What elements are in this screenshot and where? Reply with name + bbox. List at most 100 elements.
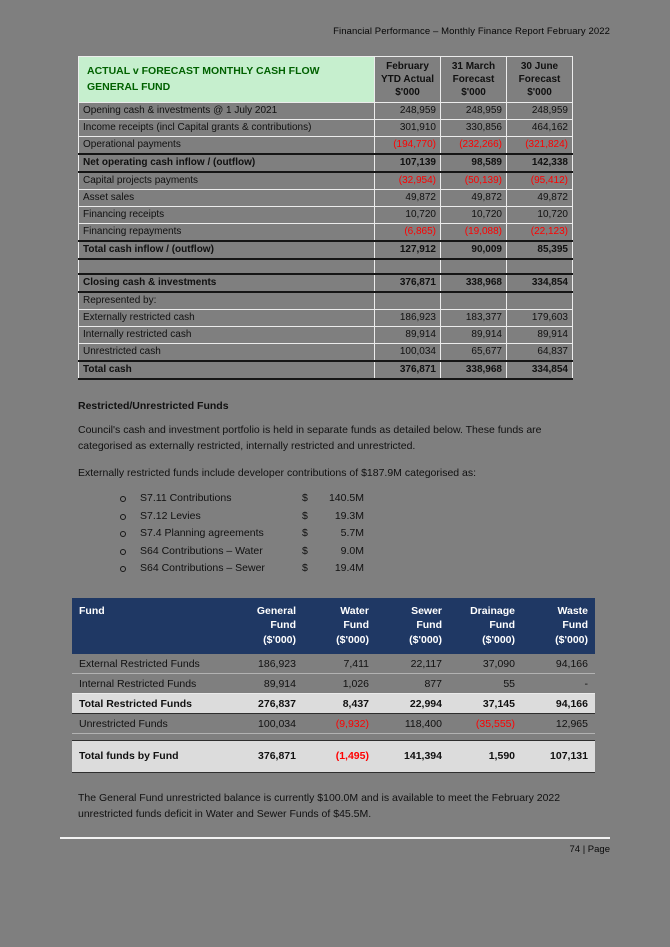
value-cell	[374, 291, 441, 310]
restricted-funds-paragraph: Council's cash and investment portfolio …	[78, 424, 542, 452]
value-cell: 85,395	[506, 240, 573, 260]
row-label: Represented by:	[78, 291, 375, 310]
value-cell: 98,589	[440, 153, 507, 173]
row-label: Capital projects payments	[78, 171, 375, 190]
bullet-item: S7.4 Planning agreements $5.7M	[120, 525, 610, 543]
value-cell: 107,131	[522, 739, 595, 773]
row-label: Income receipts (incl Capital grants & c…	[78, 119, 375, 137]
value-cell: 183,377	[440, 309, 507, 327]
funds-row: Unrestricted Funds 100,034 (9,932) 118,400(…	[72, 713, 595, 734]
value-cell: 276,837	[230, 692, 303, 714]
bullet-item: S7.11 Contributions $140.5M	[120, 490, 610, 508]
bullet-item: S64 Contributions – Sewer $19.4M	[120, 560, 610, 578]
value-cell: 338,968	[440, 273, 507, 293]
value-cell: 186,923	[374, 309, 441, 327]
bullet-value: $140.5M	[302, 492, 364, 505]
value-cell: 94,166	[522, 692, 595, 714]
value-cell: 65,677	[440, 343, 507, 362]
value-cell: 100,034	[230, 713, 303, 734]
cashflow-row: Represented by:	[78, 291, 573, 310]
value-cell: 179,603	[506, 309, 573, 327]
value-cell: 248,959	[374, 102, 441, 120]
value-cell: 12,965	[522, 713, 595, 734]
value-cell	[506, 291, 573, 310]
footer-divider	[60, 837, 610, 840]
row-label: Asset sales	[78, 189, 375, 207]
value-cell: (35,555)	[449, 713, 522, 734]
document-header-title: Financial Performance – Monthly Finance …	[333, 26, 610, 37]
value-cell	[374, 258, 441, 275]
cashflow-row: Opening cash & investments @ 1 July 2021…	[78, 102, 573, 120]
value-cell: 90,009	[440, 240, 507, 260]
cashflow-row: Income receipts (incl Capital grants & c…	[78, 119, 573, 137]
restricted-funds-heading: Restricted/Unrestricted Funds	[78, 400, 229, 412]
value-cell: 8,437	[303, 692, 376, 714]
cashflow-header-row: ACTUAL v FORECAST MONTHLY CASH FLOW GENE…	[78, 56, 573, 103]
value-cell: 22,994	[376, 692, 449, 714]
cashflow-row: Total cash 376,871 338,968 334,854	[78, 360, 573, 380]
value-cell: -	[522, 673, 595, 694]
funds-header-row: Fund General Fund ($'000) Water Fund ($'000) Se…	[72, 597, 595, 654]
value-cell	[506, 258, 573, 275]
row-label: Total cash inflow / (outflow)	[78, 240, 375, 260]
value-cell: 89,914	[506, 326, 573, 344]
value-cell: 141,394	[376, 739, 449, 773]
row-label: Net operating cash inflow / (outflow)	[78, 153, 375, 173]
value-cell: 338,968	[440, 360, 507, 380]
value-cell: 64,837	[506, 343, 573, 362]
value-cell: (9,932)	[303, 713, 376, 734]
footer-note: The General Fund unrestricted balance is…	[78, 791, 561, 821]
bullet-label: S7.12 Levies	[140, 509, 201, 522]
funds-row: Total Restricted Funds 276,837 8,437 22,994…	[72, 692, 595, 714]
row-label: Opening cash & investments @ 1 July 2021	[78, 102, 375, 120]
value-cell: 100,034	[374, 343, 441, 362]
contributions-bullet-list: S7.11 Contributions $140.5M S7.12 Levies $1…	[78, 490, 610, 578]
cashflow-title-line2: GENERAL FUND	[87, 80, 171, 93]
funds-row: Total funds by Fund 376,871 (1,495) 141,394…	[72, 739, 595, 773]
bullet-marker-icon	[120, 548, 126, 555]
bullet-label: S64 Contributions – Water	[140, 544, 263, 557]
column-header: 30 June Forecast $'000	[506, 56, 573, 103]
bullet-item: S7.12 Levies $19.3M	[120, 508, 610, 526]
value-cell: 49,872	[440, 189, 507, 207]
cashflow-row: Closing cash & investments 376,871 338,968…	[78, 273, 573, 293]
value-cell: 127,912	[374, 240, 441, 260]
column-header: February YTD Actual $'000	[374, 56, 441, 103]
cashflow-row: Unrestricted cash 100,034 65,677 64,837	[78, 343, 573, 362]
value-cell: 89,914	[230, 673, 303, 694]
funds-row: Internal Restricted Funds 89,914 1,026 877 5…	[72, 673, 595, 694]
value-cell: 330,856	[440, 119, 507, 137]
cashflow-row: Net operating cash inflow / (outflow) 107…	[78, 153, 573, 173]
cashflow-row: Financing repayments (6,865) (19,088) (22,1…	[78, 223, 573, 242]
row-label: Total funds by Fund	[72, 739, 230, 773]
row-label: Total cash	[78, 360, 375, 380]
column-header: Water Fund ($'000)	[303, 597, 376, 654]
bullet-marker-icon	[120, 513, 126, 520]
value-cell: 376,871	[374, 273, 441, 293]
value-cell: 94,166	[522, 653, 595, 674]
cashflow-row: Externally restricted cash 186,923 183,377…	[78, 309, 573, 327]
row-label: Financing receipts	[78, 206, 375, 224]
cashflow-title-line1: ACTUAL v FORECAST MONTHLY CASH FLOW	[87, 65, 320, 78]
value-cell: (321,824)	[506, 136, 573, 155]
value-cell: 142,338	[506, 153, 573, 173]
row-label: Financing repayments	[78, 223, 375, 242]
value-cell: 10,720	[440, 206, 507, 224]
cashflow-row: Asset sales 49,872 49,872 49,872	[78, 189, 573, 207]
developer-contributions-paragraph: Externally restricted funds include deve…	[78, 466, 477, 479]
column-header: Fund	[72, 597, 230, 654]
value-cell: (50,139)	[440, 171, 507, 190]
bullet-label: S7.11 Contributions	[140, 492, 232, 505]
value-cell: (32,954)	[374, 171, 441, 190]
bullet-value: $19.4M	[302, 562, 364, 575]
value-cell: 89,914	[440, 326, 507, 344]
cashflow-row: Total cash inflow / (outflow) 127,912 90,0…	[78, 240, 573, 260]
bullet-marker-icon	[120, 531, 126, 537]
row-label: Externally restricted cash	[78, 309, 375, 327]
bullet-value: $19.3M	[302, 509, 364, 522]
value-cell: 89,914	[374, 326, 441, 344]
value-cell: (95,412)	[506, 171, 573, 190]
value-cell: (194,770)	[374, 136, 441, 155]
value-cell: 49,872	[374, 189, 441, 207]
column-header: 31 March Forecast $'000	[440, 56, 507, 103]
